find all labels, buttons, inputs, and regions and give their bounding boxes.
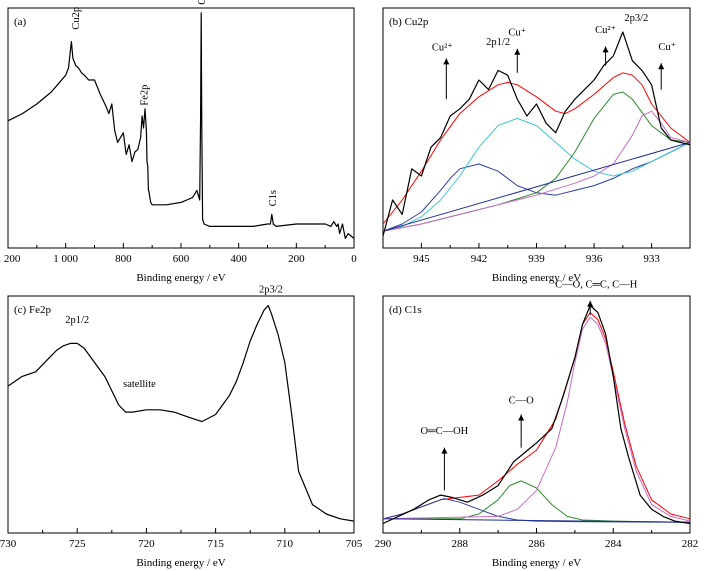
- arrow-head: [443, 58, 450, 65]
- annotation-label: O1s: [197, 0, 208, 5]
- annotation-label: Fe2p: [140, 85, 151, 106]
- x-tick-label: 0: [351, 253, 357, 265]
- chart-panel-4: 290 288 286 284 282 Binding energy / eV (d) C1…: [375, 279, 699, 569]
- series-line-7: [382, 141, 691, 232]
- series-line-1: [382, 304, 691, 525]
- chart-panel-3: 730 725 720 715 710 705 Binding energy / eV (c)…: [0, 284, 363, 569]
- x-tick-label: 286: [528, 538, 545, 550]
- x-tick-label: 200: [288, 253, 305, 265]
- annotation-label: C—O, C═C, C—H: [555, 279, 638, 290]
- x-tick-label: 288: [452, 538, 469, 550]
- x-tick-label: 942: [471, 253, 488, 265]
- plot-frame: [382, 7, 691, 249]
- arrow-head: [587, 300, 594, 307]
- x-tick-label: 710: [277, 538, 294, 550]
- series-line-1: [382, 31, 691, 237]
- x-tick-label: 725: [69, 538, 86, 550]
- arrow-head: [518, 414, 525, 421]
- x-tick-label: 1 000: [53, 253, 78, 265]
- panel-label: (d) C1s: [389, 304, 422, 316]
- x-tick-label: 705: [346, 538, 363, 550]
- annotation-label: Cu⁺: [658, 42, 676, 53]
- arrow-head: [658, 63, 665, 70]
- x-tick-label: 1 200: [0, 253, 21, 265]
- x-tick-label: 600: [173, 253, 190, 265]
- annotation-label: 2p3/2: [259, 284, 283, 295]
- arrow-head: [602, 46, 609, 53]
- annotation-label: O═C—OH: [421, 426, 469, 437]
- chart-panel-2: 945 942 939 936 933 Binding energy / eV (b) Cu…: [382, 7, 691, 284]
- plot-frame: [382, 295, 691, 534]
- annotation-label: C1s: [268, 190, 279, 206]
- series-line-1: [7, 12, 355, 239]
- annotation-label: satellite: [123, 379, 156, 390]
- series-line-2: [382, 72, 691, 225]
- series-line-4: [383, 480, 691, 523]
- series-line-5: [382, 316, 691, 522]
- chart-panel-1: 1 200 1 000 800 600 400 200 0 Binding energy / …: [0, 0, 357, 284]
- x-axis-label: Binding energy / eV: [492, 272, 581, 284]
- annotation-label: Cu²⁺: [432, 42, 453, 53]
- x-tick-label: 720: [138, 538, 155, 550]
- annotation-label: 2p3/2: [624, 13, 648, 24]
- annotation-label: C—O: [509, 395, 535, 406]
- x-axis-label: Binding energy / eV: [136, 272, 225, 284]
- x-tick-label: 800: [115, 253, 132, 265]
- panel-label: (c) Fe2p: [14, 304, 51, 316]
- x-tick-label: 939: [528, 253, 545, 265]
- arrow-head: [441, 447, 448, 454]
- x-tick-label: 400: [230, 253, 247, 265]
- x-tick-label: 730: [0, 538, 17, 550]
- annotation-label: Cu⁺: [508, 28, 526, 39]
- series-line-1: [7, 304, 355, 522]
- annotation-label: 2p1/2: [486, 37, 510, 48]
- annotation-label: 2p1/2: [65, 315, 89, 326]
- annotation-label: Cu2p: [71, 7, 82, 30]
- plot-frame: [7, 7, 355, 249]
- x-tick-label: 282: [682, 538, 699, 550]
- x-tick-label: 945: [413, 253, 430, 265]
- panel-label: (b) Cu2p: [389, 16, 429, 28]
- x-tick-label: 284: [605, 538, 622, 550]
- x-tick-label: 290: [375, 538, 392, 550]
- x-tick-label: 936: [586, 253, 603, 265]
- series-line-6: [382, 110, 691, 232]
- x-axis-label: Binding energy / eV: [136, 557, 225, 569]
- arrow-head: [514, 48, 521, 55]
- series-line-6: [382, 518, 691, 523]
- x-tick-label: 715: [207, 538, 224, 550]
- x-tick-label: 933: [643, 253, 660, 265]
- annotation-label: Cu²⁺: [595, 25, 616, 36]
- series-line-4: [382, 117, 691, 232]
- x-axis-label: Binding energy / eV: [492, 557, 581, 569]
- panel-label: (a): [14, 16, 27, 28]
